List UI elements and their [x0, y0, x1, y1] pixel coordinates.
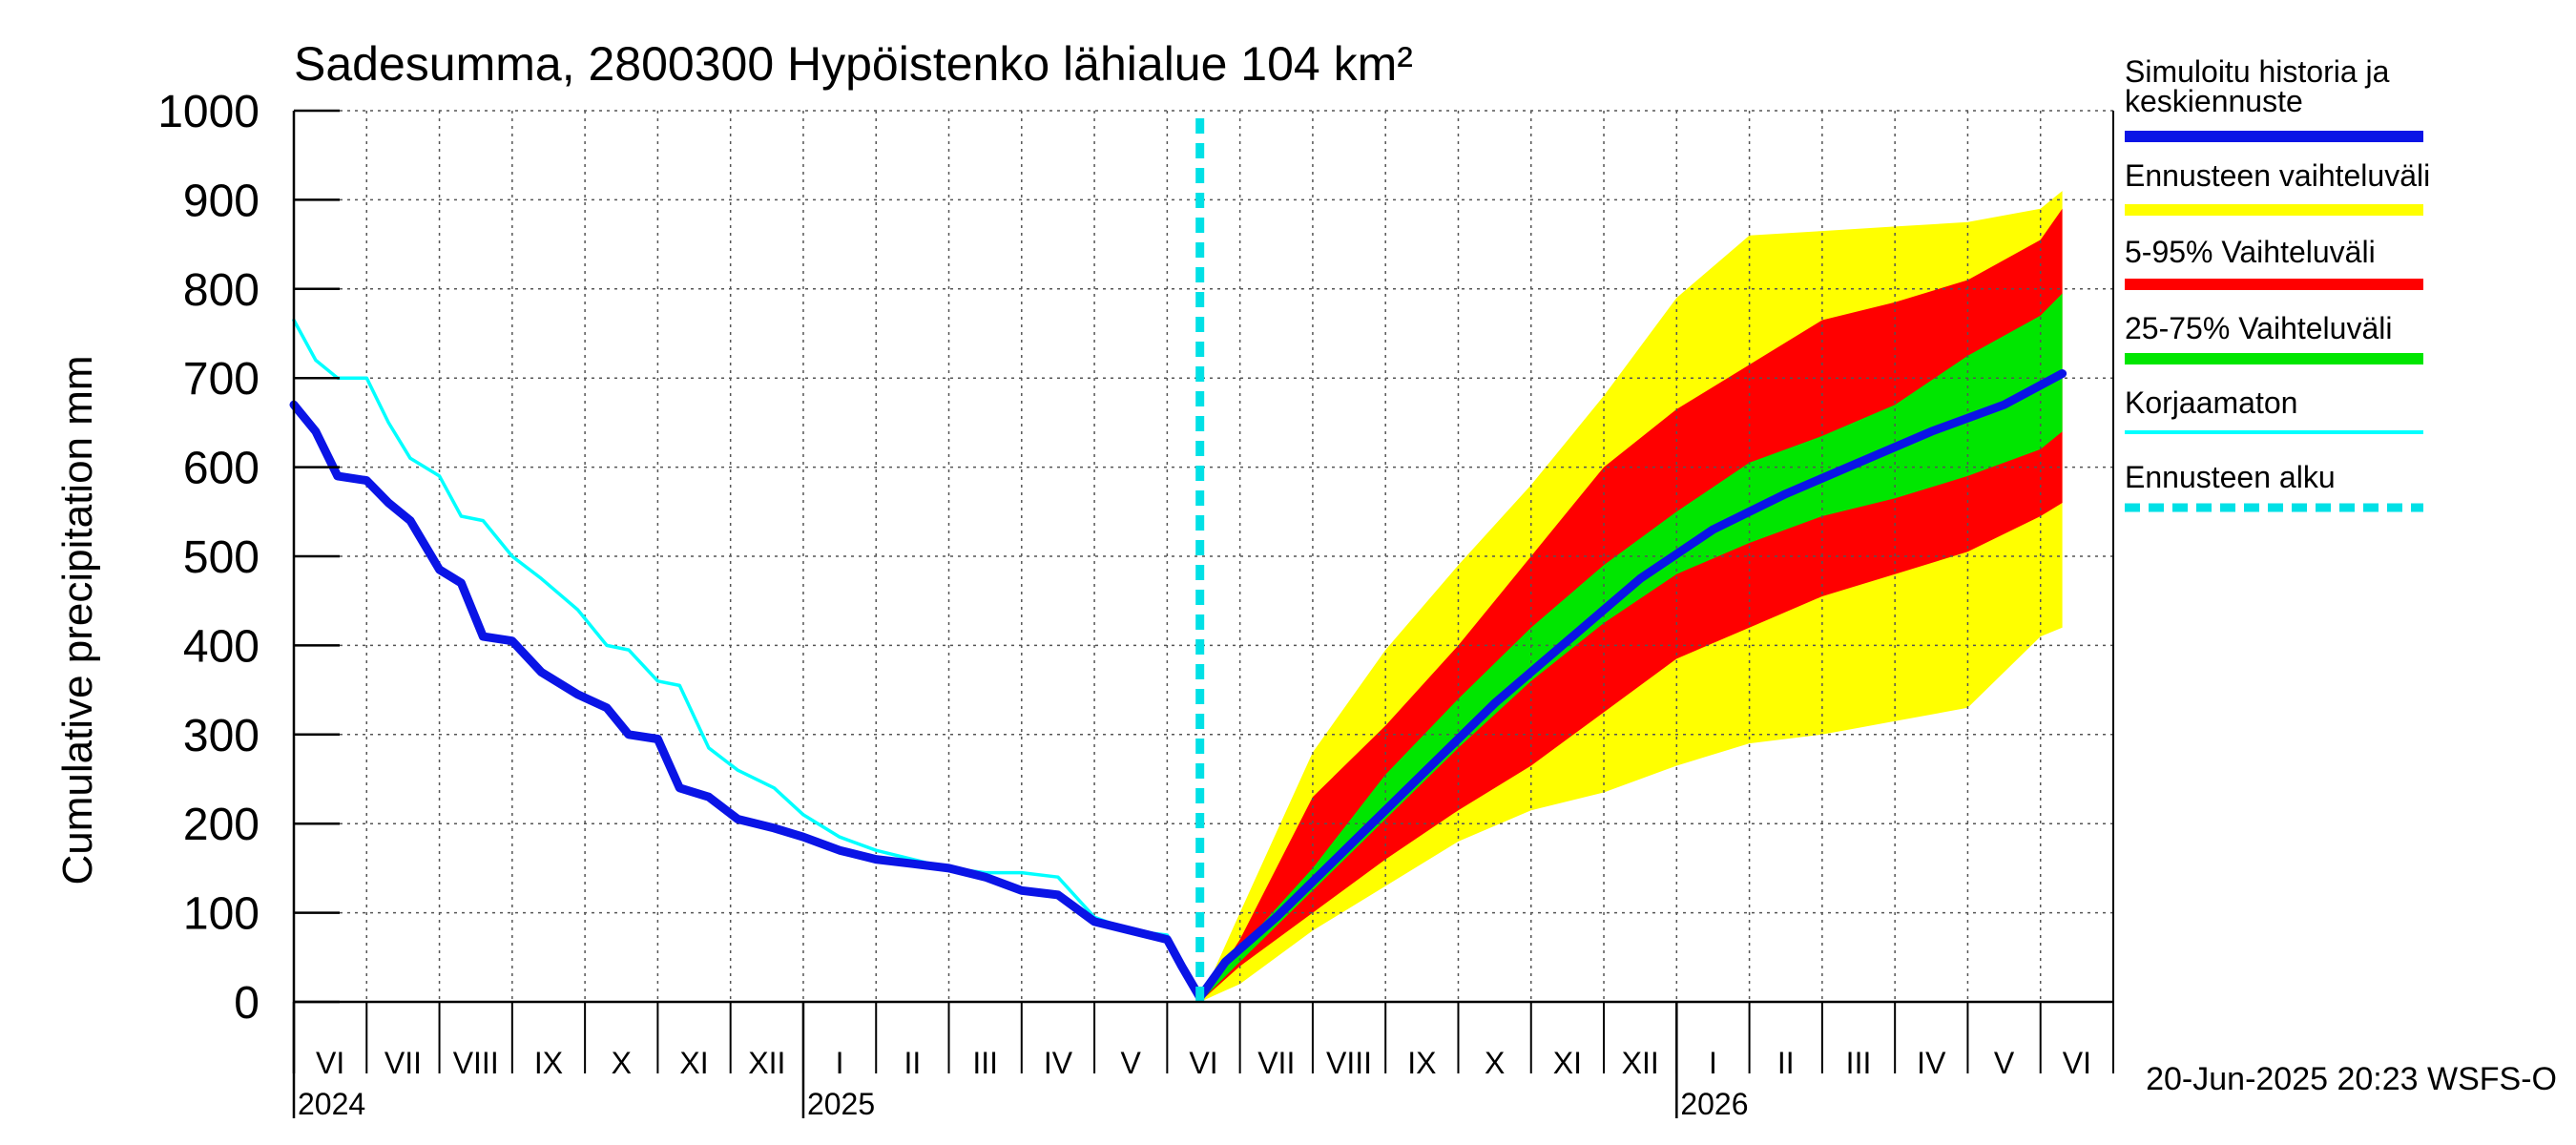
y-tick-label: 400 [183, 621, 260, 672]
month-label: XI [1553, 1046, 1582, 1080]
y-tick-label: 500 [183, 532, 260, 583]
y-tick-label: 200 [183, 800, 260, 850]
month-label: XII [748, 1046, 785, 1080]
y-tick-label: 600 [183, 444, 260, 494]
series-lines [289, 118, 2067, 1002]
y-tick-label: 1000 [157, 87, 260, 137]
month-label: XI [679, 1046, 708, 1080]
month-label: IX [1407, 1046, 1436, 1080]
month-label: IX [534, 1046, 563, 1080]
axes [292, 109, 2114, 1073]
y-tick-label: 800 [183, 265, 260, 316]
month-label: V [1994, 1046, 2015, 1080]
legend-label-5: Korjaamaton [2125, 385, 2297, 420]
legend-label-2: Ennusteen vaihteluväli [2125, 158, 2430, 193]
month-label: III [1846, 1046, 1872, 1080]
month-label: V [1121, 1046, 1142, 1080]
year-label: 2026 [1680, 1087, 1748, 1121]
legend-label-6: Ennusteen alku [2125, 460, 2336, 494]
year-labels: 2024 2025 2026 [292, 1002, 1749, 1121]
series-simulated-line [289, 369, 2067, 1002]
legend-label-1-line1: Simuloitu historia ja [2125, 54, 2390, 89]
legend-label-1-line2: keskiennuste [2125, 84, 2303, 118]
month-label: I [1709, 1046, 1717, 1080]
month-label: X [612, 1046, 632, 1080]
month-label: II [904, 1046, 921, 1080]
month-label: VI [1189, 1046, 1217, 1080]
series-uncorrected-line [292, 318, 1202, 1000]
month-label: I [836, 1046, 844, 1080]
month-labels: VI VII VIII IX X XI XII I II III IV V VI VII VIII IX X XI… [316, 1046, 2091, 1080]
month-label: VIII [453, 1046, 499, 1080]
month-label: VI [2063, 1046, 2091, 1080]
month-label: XII [1622, 1046, 1659, 1080]
legend-label-3: 5-95% Vaihteluväli [2125, 235, 2376, 269]
y-tick-label: 0 [234, 978, 260, 1029]
y-axis-label: Cumulative precipitation mm [54, 355, 101, 885]
y-tick-label: 700 [183, 354, 260, 405]
month-label: VII [384, 1046, 422, 1080]
y-tick-label: 300 [183, 711, 260, 761]
month-label: X [1485, 1046, 1505, 1080]
y-tick-labels: 0 100 200 300 400 500 600 700 800 900 1000 [157, 87, 260, 1029]
y-tick-label: 900 [183, 176, 260, 226]
month-label: VII [1257, 1046, 1295, 1080]
legend-label-4: 25-75% Vaihteluväli [2125, 311, 2392, 345]
month-label: III [972, 1046, 998, 1080]
month-label: II [1777, 1046, 1795, 1080]
band-2-area [1199, 208, 2063, 1002]
month-label: VI [316, 1046, 344, 1080]
month-label: VIII [1326, 1046, 1372, 1080]
year-label: 2024 [298, 1087, 365, 1121]
month-label: IV [1917, 1046, 1946, 1080]
y-tick-label: 100 [183, 889, 260, 940]
footer-timestamp: 20-Jun-2025 20:23 WSFS-O [2146, 1061, 2557, 1097]
month-label: IV [1044, 1046, 1073, 1080]
chart-title: Sadesumma, 2800300 Hypöistenko lähialue … [294, 37, 1413, 91]
year-label: 2025 [807, 1087, 875, 1121]
